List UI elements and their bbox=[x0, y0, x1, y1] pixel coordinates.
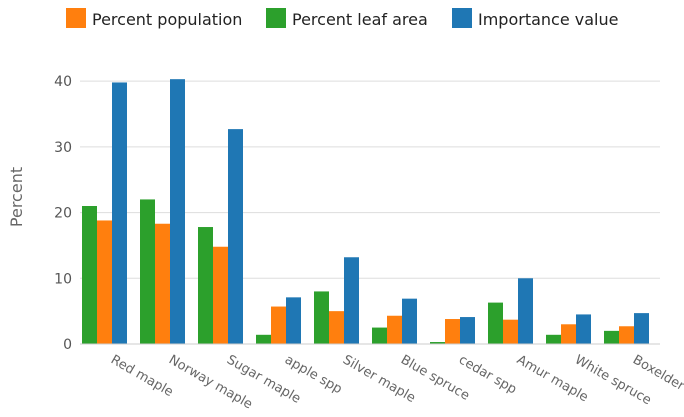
legend-swatch-importance-value bbox=[452, 8, 472, 28]
y-tick-label: 10 bbox=[54, 271, 72, 287]
y-axis-title: Percent bbox=[7, 167, 26, 227]
legend: Percent population Percent leaf area Impor… bbox=[66, 8, 618, 29]
bar-percent-leaf-area-boxelder bbox=[604, 330, 619, 344]
bar-importance-value-red-maple bbox=[112, 82, 127, 344]
legend-swatch-percent-leaf-area bbox=[266, 8, 286, 28]
bar-percent-leaf-area-apple-spp bbox=[256, 334, 271, 344]
bar-percent-population-boxelder bbox=[619, 326, 634, 344]
bar-percent-population-amur-maple bbox=[503, 319, 518, 344]
bar-importance-value-sugar-maple bbox=[228, 129, 243, 344]
legend-label-percent-leaf-area: Percent leaf area bbox=[292, 10, 428, 29]
bar-percent-population-silver-maple bbox=[329, 311, 344, 344]
bar-percent-population-white-spruce bbox=[561, 324, 576, 344]
bar-percent-leaf-area-norway-maple bbox=[140, 199, 155, 344]
bar-importance-value-apple-spp bbox=[286, 297, 301, 344]
bar-percent-population-blue-spruce bbox=[387, 315, 402, 344]
bar-importance-value-blue-spruce bbox=[402, 298, 417, 344]
y-tick-label: 30 bbox=[54, 140, 72, 156]
x-tick-label: Red maple bbox=[108, 352, 176, 400]
bar-percent-population-norway-maple bbox=[155, 223, 170, 344]
bar-importance-value-cedar-spp bbox=[460, 317, 475, 344]
bar-percent-population-sugar-maple bbox=[213, 246, 228, 344]
y-tick-label: 0 bbox=[63, 337, 72, 353]
y-axis-ticks: 0 10 20 30 40 bbox=[54, 74, 72, 353]
bar-percent-leaf-area-silver-maple bbox=[314, 291, 329, 344]
bar-percent-leaf-area-white-spruce bbox=[546, 334, 561, 344]
bar-percent-population-apple-spp bbox=[271, 306, 286, 344]
bar-importance-value-white-spruce bbox=[576, 314, 591, 344]
legend-label-importance-value: Importance value bbox=[478, 10, 618, 29]
bar-percent-leaf-area-cedar-spp bbox=[430, 342, 445, 344]
legend-label-percent-population: Percent population bbox=[92, 10, 242, 29]
bar-percent-population-cedar-spp bbox=[445, 319, 460, 344]
bar-percent-leaf-area-sugar-maple bbox=[198, 227, 213, 344]
bar-importance-value-boxelder bbox=[634, 313, 649, 344]
bar-importance-value-norway-maple bbox=[170, 79, 185, 345]
bars bbox=[82, 79, 649, 345]
bar-importance-value-silver-maple bbox=[344, 257, 359, 344]
bar-percent-population-red-maple bbox=[97, 220, 112, 344]
y-tick-label: 20 bbox=[54, 206, 72, 222]
legend-swatch-percent-population bbox=[66, 8, 86, 28]
bar-percent-leaf-area-amur-maple bbox=[488, 302, 503, 344]
bar-importance-value-amur-maple bbox=[518, 278, 533, 344]
bar-percent-leaf-area-blue-spruce bbox=[372, 327, 387, 344]
y-tick-label: 40 bbox=[54, 74, 72, 90]
bar-percent-leaf-area-red-maple bbox=[82, 206, 97, 344]
